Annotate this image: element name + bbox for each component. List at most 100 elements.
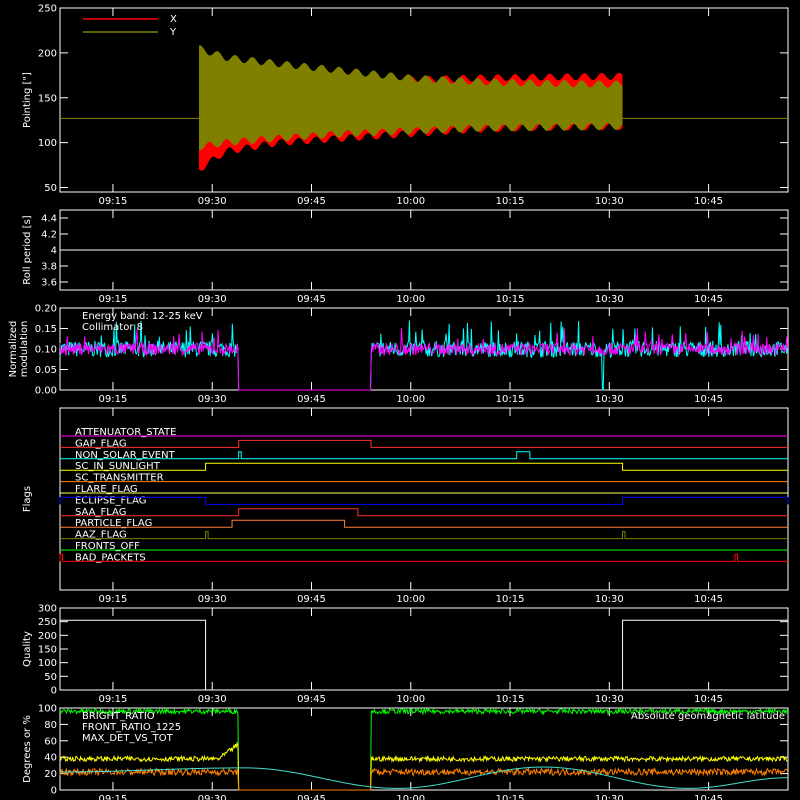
- x-tick-label: 09:30: [198, 294, 227, 305]
- x-tick-label: 09:30: [198, 394, 227, 405]
- x-tick-label: 10:30: [595, 394, 624, 405]
- y-tick-label: 0.10: [35, 345, 57, 356]
- flag-label-bad-packets: BAD_PACKETS: [75, 552, 146, 563]
- y-tick-label: 200: [38, 48, 57, 59]
- x-tick-label: 09:45: [297, 594, 326, 605]
- y-tick-label: 0.20: [35, 304, 57, 315]
- flag-line-bad-packets: [59, 553, 788, 562]
- legend-label-x: X: [170, 14, 177, 25]
- y-tick-label: 4.2: [41, 230, 57, 241]
- y-tick-label: 3.8: [41, 262, 57, 273]
- flag-label-eclipse-flag: ECLIPSE_FLAG: [75, 495, 146, 506]
- x-tick-label: 10:45: [694, 394, 723, 405]
- x-tick-label: 10:15: [496, 794, 525, 800]
- y-tick-label: 0: [51, 686, 57, 697]
- y-tick-label: 50: [44, 183, 57, 194]
- y-tick-label: 250: [38, 4, 57, 15]
- x-tick-label: 09:45: [297, 294, 326, 305]
- x-tick-label: 09:30: [198, 594, 227, 605]
- y-tick-label: 100: [38, 138, 57, 149]
- y-tick-label: 4: [51, 246, 57, 257]
- y-tick-label: 40: [44, 753, 57, 764]
- x-tick-label: 10:30: [595, 794, 624, 800]
- x-tick-label: 09:45: [297, 196, 326, 207]
- x-tick-label: 10:00: [396, 394, 425, 405]
- y-axis-label: Quality: [22, 631, 33, 667]
- x-tick-label: 10:45: [694, 794, 723, 800]
- flag-line-eclipse-flag: [59, 496, 789, 505]
- y-tick-label: 20: [44, 769, 57, 780]
- y-axis-label-line: Normalized: [8, 321, 19, 378]
- series-y-band: [198, 45, 623, 151]
- x-tick-label: 10:00: [396, 794, 425, 800]
- y-tick-label: 3.6: [41, 278, 57, 289]
- modulation-annotation: Energy band: 12-25 keV: [82, 311, 203, 322]
- legend-label-y: Y: [169, 27, 177, 38]
- flag-label-flare-flag: FLARE_FLAG: [75, 484, 138, 495]
- flag-line-particle-flag: [60, 519, 788, 528]
- y-tick-label: 100: [38, 704, 57, 715]
- x-tick-label: 10:45: [694, 294, 723, 305]
- panel-6-frame: [59, 707, 789, 791]
- degrees-series-1: [59, 707, 788, 791]
- panel-1-frame: [59, 7, 789, 193]
- x-tick-label: 09:30: [198, 794, 227, 800]
- x-tick-label: 10:15: [496, 694, 525, 705]
- legend-label-bright-ratio: BRIGHT_RATIO: [82, 711, 155, 722]
- x-tick-label: 09:30: [198, 694, 227, 705]
- flag-line-aaz-flag: [60, 531, 788, 540]
- x-tick-label: 09:45: [297, 794, 326, 800]
- modulation-series-2: [59, 327, 788, 391]
- degrees-series-4: [59, 766, 789, 789]
- x-tick-label: 10:15: [496, 294, 525, 305]
- x-tick-label: 09:15: [99, 594, 128, 605]
- x-tick-label: 10:00: [396, 196, 425, 207]
- y-tick-label: 0.00: [35, 386, 57, 397]
- y-tick-label: 200: [38, 631, 57, 642]
- flag-label-aaz-flag: AAZ_FLAG: [75, 530, 127, 541]
- x-tick-label: 09:30: [198, 196, 227, 207]
- legend-label-front-ratio-1225: FRONT_RATIO_1225: [82, 722, 181, 733]
- flag-label-gap-flag: GAP_FLAG: [75, 438, 127, 449]
- x-tick-label: 09:15: [99, 394, 128, 405]
- flag-line-saa-flag: [60, 508, 788, 517]
- x-tick-label: 10:15: [496, 394, 525, 405]
- x-tick-label: 10:30: [595, 294, 624, 305]
- flag-label-particle-flag: PARTICLE_FLAG: [75, 518, 152, 529]
- flag-line-non-solar-event: [60, 451, 788, 460]
- flag-label-non-solar-event: NON_SOLAR_EVENT: [75, 450, 176, 461]
- x-tick-label: 09:15: [99, 794, 128, 800]
- flag-label-sc-transmitter: SC_TRANSMITTER: [75, 473, 164, 484]
- y-axis-label: Degrees or %: [22, 715, 33, 783]
- y-tick-label: 0: [51, 786, 57, 797]
- y-tick-label: 60: [44, 736, 57, 747]
- y-axis-label: Flags: [22, 486, 33, 512]
- y-axis-label: Roll period [s]: [22, 215, 33, 284]
- y-tick-label: 0.15: [35, 324, 57, 335]
- y-tick-label: 150: [38, 645, 57, 656]
- x-tick-label: 09:45: [297, 394, 326, 405]
- x-tick-label: 09:45: [297, 694, 326, 705]
- x-tick-label: 09:15: [99, 294, 128, 305]
- degrees-series-2: [59, 741, 788, 791]
- x-tick-label: 10:00: [396, 694, 425, 705]
- x-tick-label: 10:45: [694, 694, 723, 705]
- flag-label-fronts-off: FRONTS_OFF: [75, 541, 140, 552]
- y-tick-label: 4.4: [41, 214, 57, 225]
- modulation-series-1: [59, 320, 788, 391]
- y-tick-label: 80: [44, 720, 57, 731]
- y-axis-label-line: modulation: [19, 321, 30, 378]
- x-tick-label: 10:00: [396, 594, 425, 605]
- degrees-series-3: [59, 766, 788, 791]
- y-tick-label: 0.05: [35, 365, 57, 376]
- latitude-annotation: Absolute geomagnetic latitude: [631, 711, 785, 722]
- y-tick-label: 100: [38, 658, 57, 669]
- y-tick-label: 50: [44, 672, 57, 683]
- y-axis-label: Pointing ["]: [22, 72, 33, 128]
- flag-label-attenuator-state: ATTENUATOR_STATE: [75, 427, 176, 438]
- x-tick-label: 10:30: [595, 594, 624, 605]
- x-tick-label: 10:45: [694, 594, 723, 605]
- flag-line-sc-in-sunlight: [60, 462, 788, 471]
- modulation-annotation: Collimator 8: [82, 322, 143, 333]
